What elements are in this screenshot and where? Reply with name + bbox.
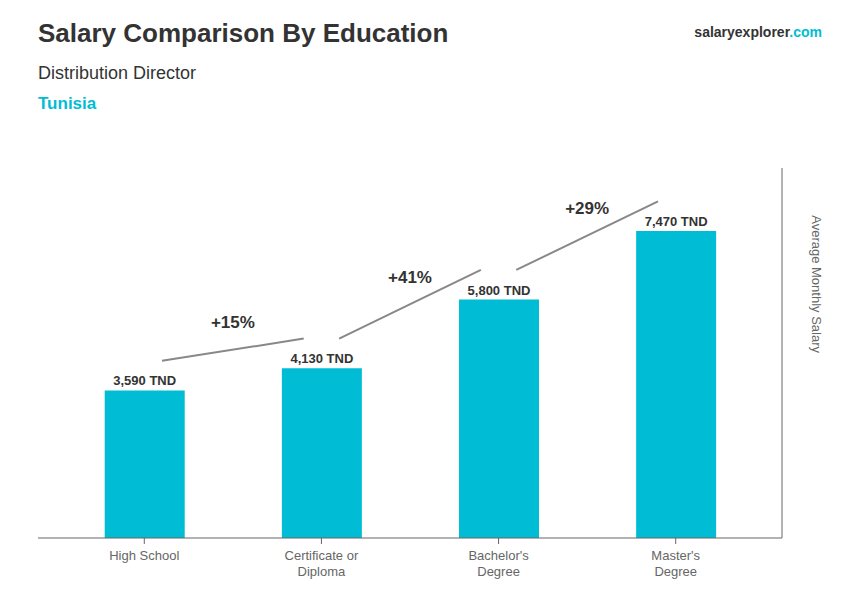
svg-text:+29%: +29% (565, 199, 609, 218)
html-text:salaryexplorer.com: salaryexplorer.com (694, 24, 822, 40)
svg-text:High School: High School (109, 548, 179, 563)
svg-text:4,130 TND: 4,130 TND (290, 351, 353, 366)
html-text:Tunisia: Tunisia (38, 94, 97, 113)
html-text:Salary Comparison By Education: Salary Comparison By Education (38, 18, 449, 48)
svg-text:5,800 TND: 5,800 TND (468, 283, 531, 298)
svg-text:Certificate orDiploma: Certificate orDiploma (285, 548, 359, 579)
svg-text:Bachelor'sDegree: Bachelor'sDegree (468, 548, 529, 579)
html-text:Distribution Director: Distribution Director (38, 63, 196, 83)
svg-text:+41%: +41% (388, 268, 432, 287)
svg-text:Master'sDegree: Master'sDegree (651, 548, 700, 579)
svg-text:Average Monthly Salary: Average Monthly Salary (809, 215, 824, 353)
svg-text:+15%: +15% (211, 313, 255, 332)
svg-text:7,470 TND: 7,470 TND (645, 214, 708, 229)
svg-text:3,590 TND: 3,590 TND (113, 373, 176, 388)
